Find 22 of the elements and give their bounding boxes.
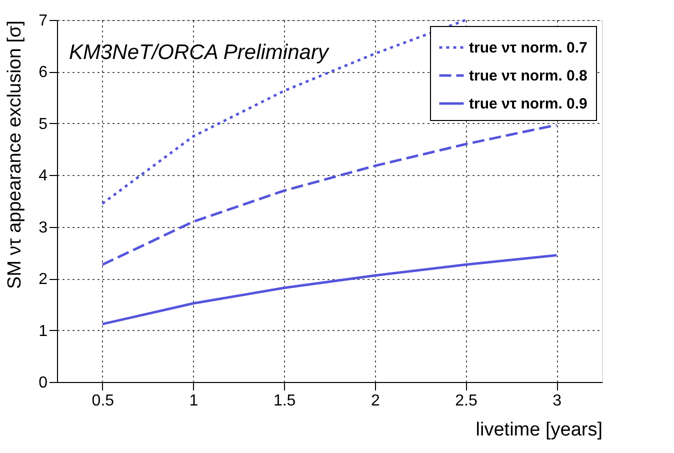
y-tick-label: 5 [38, 116, 48, 133]
line-series [101, 124, 558, 266]
annotation: KM3NeT/ORCA Preliminary [69, 41, 330, 64]
legend-label: true ντ norm. 0.8 [469, 68, 588, 84]
y-tick-label: 7 [38, 12, 48, 30]
x-tick-label: 2 [370, 392, 380, 410]
y-tick-label: 0 [38, 374, 48, 392]
x-axis-title: livetime [years] [476, 420, 602, 440]
y-tick-label: 4 [38, 168, 48, 185]
y-tick-label: 2 [38, 271, 48, 288]
x-tick-label: 3 [552, 392, 562, 410]
line-series [101, 254, 558, 326]
x-tick-label: 2.5 [455, 392, 478, 410]
y-tick-label: 6 [38, 64, 48, 82]
legend-label: true ντ norm. 0.7 [469, 40, 588, 56]
x-tick-label: 0.5 [92, 392, 114, 410]
x-tick-label: 1 [189, 392, 198, 410]
y-tick-label: 3 [38, 219, 48, 236]
legend-label: true ντ norm. 0.9 [469, 96, 588, 112]
y-axis-title: SM ντ appearance exclusion [σ] [4, 20, 26, 289]
x-tick-label: 1.5 [273, 392, 296, 410]
y-tick-label: 1 [38, 322, 48, 340]
